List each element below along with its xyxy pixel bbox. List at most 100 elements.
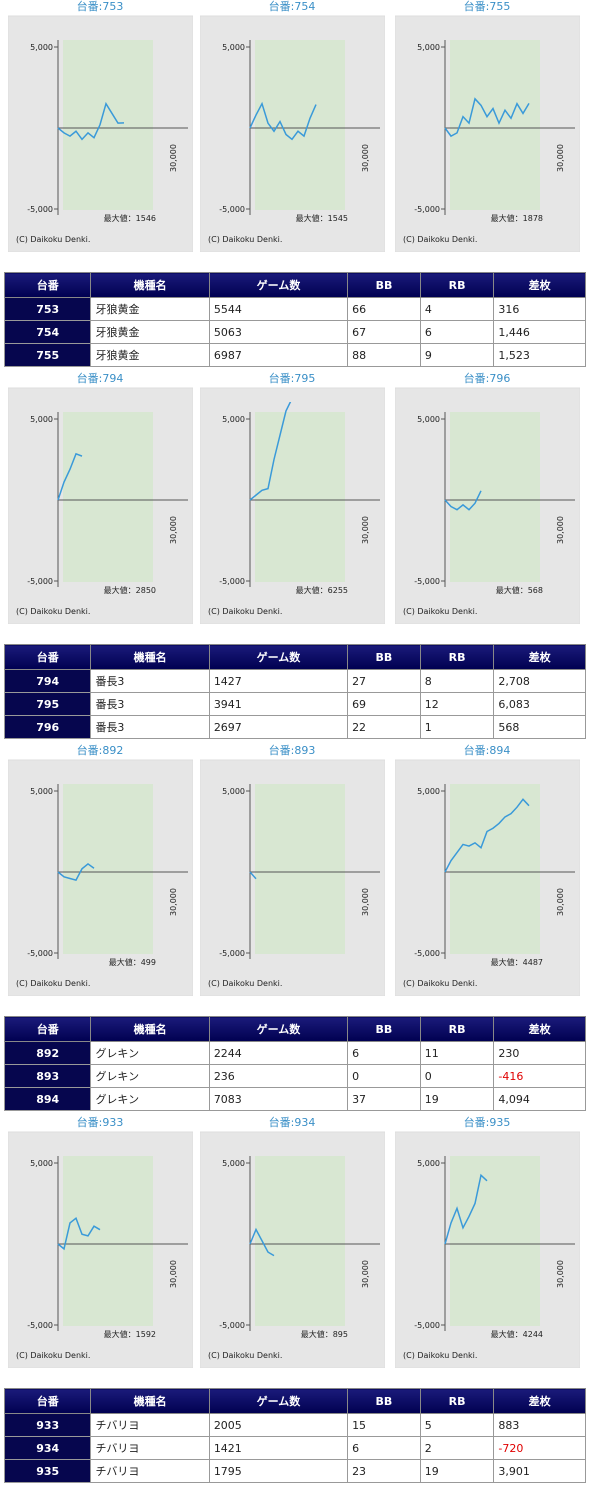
cell: グレキン <box>90 1064 210 1088</box>
chart-svg: 台番:795 5,000 -5,000 30,000 最大値：6255 (C) Daiko… <box>199 371 386 625</box>
cell: -720 <box>493 1436 586 1460</box>
cell: 6 <box>347 1041 421 1065</box>
chart: 台番:894 5,000 -5,000 30,000 最大値：4487 (C) Daiko… <box>394 743 581 997</box>
cell: チバリヨ <box>90 1413 210 1437</box>
chart: 台番:754 5,000 -5,000 30,000 最大値：1545 (C) Daiko… <box>199 0 386 253</box>
header-cell: ゲーム数 <box>208 272 349 298</box>
cell: 6,083 <box>493 692 586 716</box>
background-art <box>255 784 345 954</box>
cell: 37 <box>347 1087 421 1111</box>
cell: 69 <box>347 692 421 716</box>
x-tick-label: 30,000 <box>169 1260 178 1288</box>
chart-svg: 台番:754 5,000 -5,000 30,000 最大値：1545 (C) Daiko… <box>199 0 386 253</box>
header-cell: 差枚 <box>493 272 586 298</box>
y-tick-label: 5,000 <box>417 415 440 424</box>
cell: 1421 <box>208 1436 349 1460</box>
background-art <box>63 1156 153 1326</box>
chart-title: 台番:796 <box>464 372 511 385</box>
data-line <box>57 101 125 141</box>
y-tick-label: -5,000 <box>414 1321 440 1330</box>
y-tick-label: 5,000 <box>417 1159 440 1168</box>
data-line <box>444 798 530 873</box>
cell: 23 <box>347 1459 421 1483</box>
y-tick-label: 5,000 <box>417 43 440 52</box>
chart-title: 台番:753 <box>77 0 124 13</box>
header-cell: ゲーム数 <box>208 1016 349 1042</box>
max-label: 最大値：4244 <box>491 1329 543 1339</box>
chart-svg: 台番:934 5,000 -5,000 30,000 最大値：895 (C) Daikok… <box>199 1115 386 1369</box>
header-cell: BB <box>347 1016 421 1042</box>
x-tick-label: 30,000 <box>361 144 370 172</box>
chart-svg: 台番:755 5,000 -5,000 30,000 最大値：1878 (C) Daiko… <box>394 0 581 253</box>
header-row: 台番 機種名 ゲーム数 BB RB 差枚 <box>3 1388 586 1414</box>
cell: -416 <box>493 1064 586 1088</box>
chart-svg: 台番:933 5,000 -5,000 30,000 最大値：1592 (C) Daiko… <box>7 1115 194 1369</box>
cell: 3941 <box>208 692 349 716</box>
cell: 5063 <box>208 320 349 344</box>
cell: グレキン <box>90 1041 210 1065</box>
cell: 11 <box>419 1041 495 1065</box>
table-row: 934 チバリヨ 1421 6 2 -720 <box>3 1436 586 1460</box>
header-cell: BB <box>347 1388 421 1414</box>
cell: 牙狼黄金 <box>90 297 210 321</box>
credit: (C) Daikoku Denki. <box>16 235 90 244</box>
data-line <box>57 862 95 881</box>
row-id: 795 <box>3 692 92 716</box>
cell: 9 <box>419 343 495 367</box>
background-art <box>450 412 540 582</box>
cell: グレキン <box>90 1087 210 1111</box>
data-line <box>249 1227 275 1257</box>
cell: 883 <box>493 1413 586 1437</box>
chart-title: 台番:894 <box>464 744 511 757</box>
chart-svg: 台番:892 5,000 -5,000 30,000 最大値：499 (C) Daikok… <box>7 743 194 997</box>
cell: 15 <box>347 1413 421 1437</box>
cell: 22 <box>347 715 421 739</box>
chart: 台番:794 5,000 -5,000 30,000 最大値：2850 (C) Daiko… <box>7 371 194 625</box>
header-cell: 機種名 <box>90 272 210 298</box>
chart: 台番:796 5,000 -5,000 30,000 最大値：568 (C) Daikok… <box>394 371 581 625</box>
cell: 4,094 <box>493 1087 586 1111</box>
background-art <box>450 784 540 954</box>
y-tick-label: 5,000 <box>417 787 440 796</box>
cell: 7083 <box>208 1087 349 1111</box>
data-table: 台番 機種名 ゲーム数 BB RB 差枚 753 牙狼黄金 5544 66 4 316 754 牙狼黄金 5… <box>3 272 586 367</box>
chart-title: 台番:893 <box>269 744 316 757</box>
y-tick-label: -5,000 <box>27 949 53 958</box>
row-id: 934 <box>3 1436 92 1460</box>
header-cell: 差枚 <box>493 644 586 670</box>
chart: 台番:755 5,000 -5,000 30,000 最大値：1878 (C) Daiko… <box>394 0 581 253</box>
chart-title: 台番:755 <box>464 0 511 13</box>
cell: 230 <box>493 1041 586 1065</box>
y-tick-label: -5,000 <box>219 577 245 586</box>
header-cell: 機種名 <box>90 644 210 670</box>
chart-title: 台番:795 <box>269 372 316 385</box>
cell: 2244 <box>208 1041 349 1065</box>
chart: 台番:934 5,000 -5,000 30,000 最大値：895 (C) Daikok… <box>199 1115 386 1369</box>
row-id: 893 <box>3 1064 92 1088</box>
table-row: 796 番長3 2697 22 1 568 <box>3 715 586 739</box>
credit: (C) Daikoku Denki. <box>16 607 90 616</box>
chart-svg: 台番:935 5,000 -5,000 30,000 最大値：4244 (C) Daiko… <box>394 1115 581 1369</box>
max-label: 最大値：895 <box>301 1329 348 1339</box>
y-tick-label: 5,000 <box>222 1159 245 1168</box>
x-tick-label: 30,000 <box>361 516 370 544</box>
cell: 番長3 <box>90 715 210 739</box>
chart-svg: 台番:753 5,000 -5,000 30,000 最大値：1546 (C) Daiko… <box>7 0 194 253</box>
data-table: 台番 機種名 ゲーム数 BB RB 差枚 933 チバリヨ 2005 15 5 883 934 チバリヨ 1… <box>3 1388 586 1483</box>
credit: (C) Daikoku Denki. <box>403 979 477 988</box>
table-row: 755 牙狼黄金 6987 88 9 1,523 <box>3 343 586 367</box>
chart-title: 台番:933 <box>77 1116 124 1129</box>
chart: 台番:753 5,000 -5,000 30,000 最大値：1546 (C) Daiko… <box>7 0 194 253</box>
data-line <box>444 1173 488 1245</box>
row-id: 892 <box>3 1041 92 1065</box>
data-line <box>57 452 83 501</box>
chart: 台番:893 5,000 -5,000 30,000 (C) Daikoku Denki… <box>199 743 386 997</box>
cell: 2 <box>419 1436 495 1460</box>
data-line <box>249 871 257 880</box>
cell: 8 <box>419 669 495 693</box>
cell: 6987 <box>208 343 349 367</box>
credit: (C) Daikoku Denki. <box>403 235 477 244</box>
cell: 0 <box>419 1064 495 1088</box>
background-art <box>255 412 345 582</box>
table-row: 794 番長3 1427 27 8 2,708 <box>3 669 586 693</box>
